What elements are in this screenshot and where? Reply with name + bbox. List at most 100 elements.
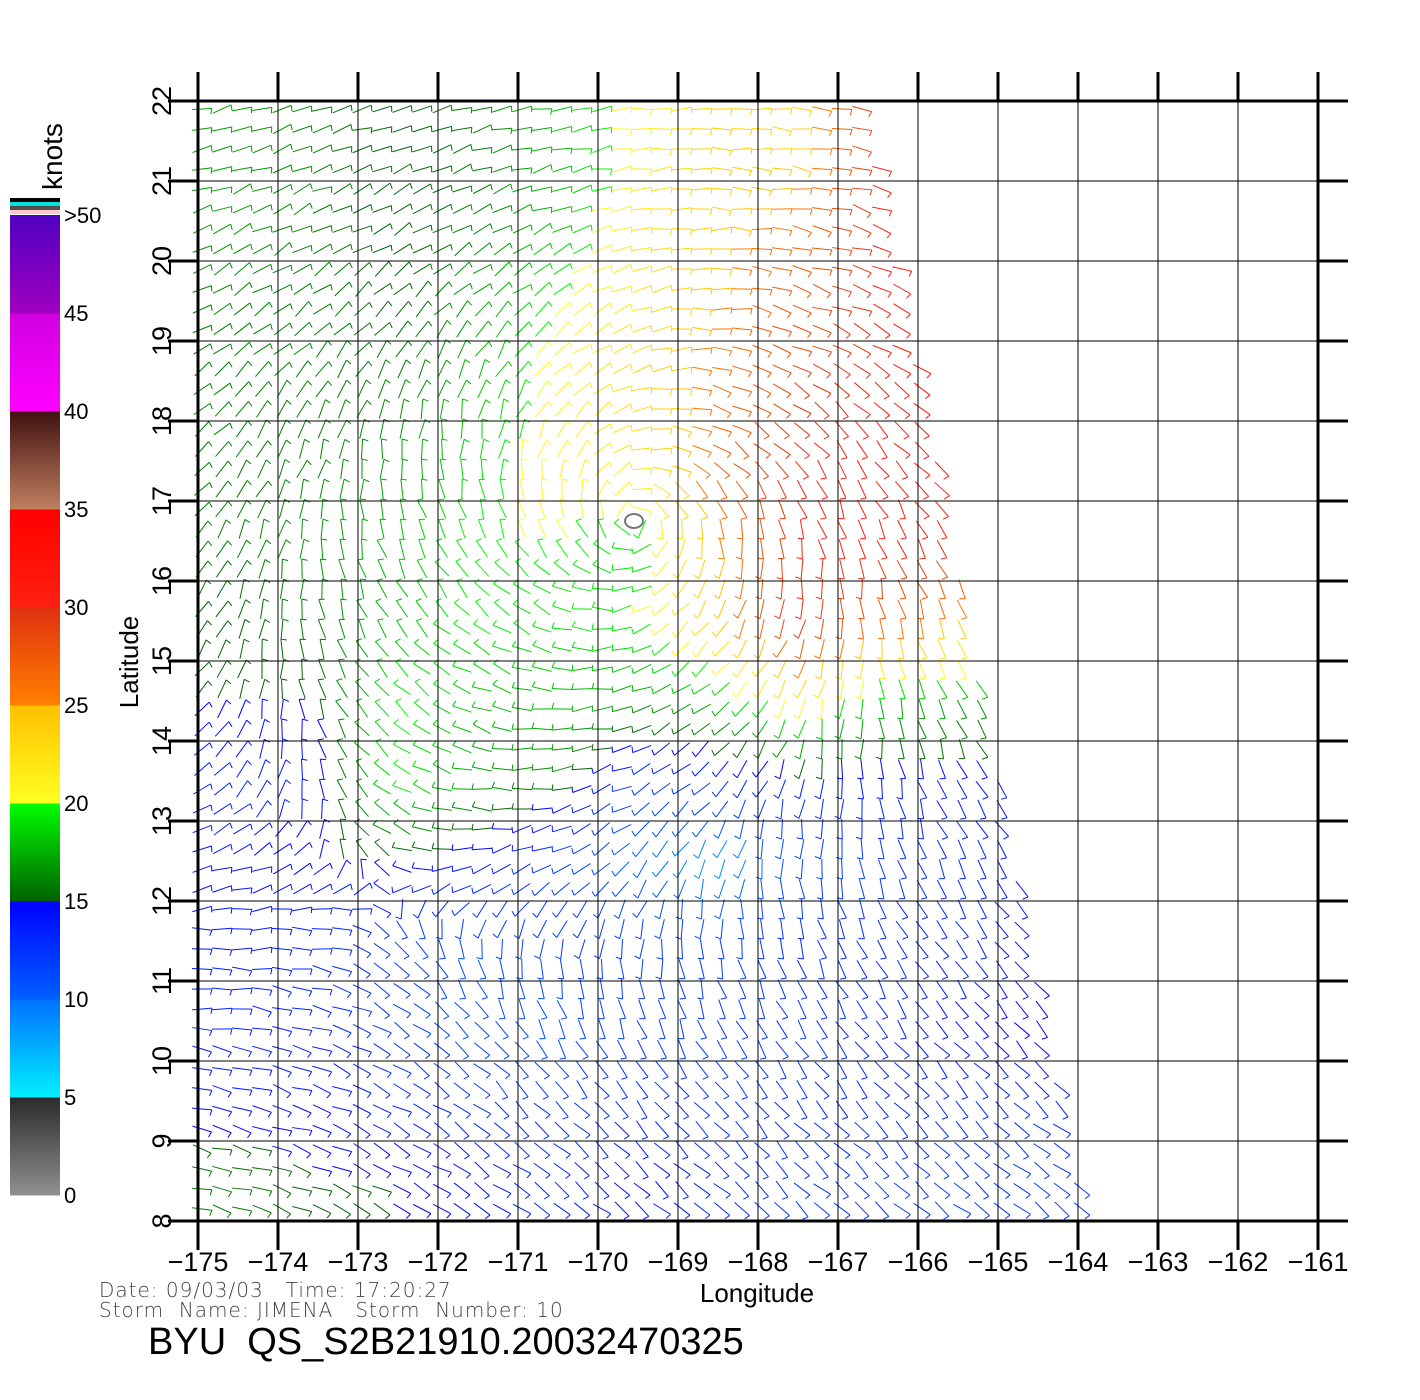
wind-barb-flag	[368, 1011, 373, 1018]
wind-barb-flag	[421, 458, 428, 461]
wind-barb	[476, 900, 488, 918]
wind-barb-flag	[542, 1096, 549, 1100]
wind-barb	[532, 644, 552, 654]
wind-barb-flag	[208, 701, 213, 708]
wind-barb	[640, 958, 644, 980]
wind-barb	[399, 399, 405, 419]
wind-barb-flag	[732, 752, 738, 758]
wind-barb-flag	[587, 400, 593, 407]
wind-barb	[255, 381, 269, 397]
wind-barb	[813, 1202, 831, 1216]
wind-barb-flag	[815, 736, 823, 740]
wind-barb	[976, 699, 988, 719]
wind-barb-flag	[683, 1095, 690, 1100]
wind-barb	[340, 519, 344, 539]
wind-barb-flag	[670, 108, 673, 115]
wind-barb-flag	[571, 581, 576, 588]
wind-barb-flag	[590, 344, 593, 351]
wind-barb	[258, 579, 266, 599]
wind-barb	[474, 1182, 490, 1196]
wind-barb	[1053, 1123, 1071, 1135]
colorbar-band	[10, 999, 60, 1098]
wind-barb	[319, 479, 325, 499]
wind-barb	[432, 203, 452, 215]
wind-barb	[392, 105, 412, 113]
wind-barb	[473, 623, 491, 635]
wind-barb	[612, 805, 632, 813]
wind-barb	[532, 146, 552, 152]
wind-barb	[852, 306, 872, 312]
wind-barb-flag	[464, 438, 470, 443]
wind-barb	[1033, 1143, 1051, 1155]
wind-barb	[893, 303, 911, 315]
wind-barb	[1073, 1182, 1091, 1196]
wind-barb-flag	[672, 573, 679, 579]
wind-barb	[472, 106, 492, 112]
wind-barb	[716, 979, 728, 999]
wind-barb	[193, 343, 211, 355]
wind-barb-flag	[920, 737, 927, 740]
wind-barb-flag	[210, 1007, 213, 1015]
wind-barb-flag	[882, 1056, 889, 1060]
wind-barb	[872, 344, 892, 354]
wind-barb	[678, 959, 686, 979]
wind-barb-flag	[454, 598, 460, 604]
wind-barb	[693, 1162, 711, 1176]
wind-barb	[398, 559, 406, 579]
wind-barb	[654, 801, 670, 817]
wind-barb	[879, 699, 885, 719]
wind-barb-flag	[807, 332, 812, 338]
wind-barb-flag	[450, 244, 453, 251]
wind-barb-flag	[346, 1053, 352, 1059]
wind-barb-flag	[433, 679, 439, 685]
wind-barb	[214, 361, 230, 377]
wind-barb	[332, 104, 352, 114]
wind-barb-flag	[551, 641, 556, 648]
colorbar-swatch	[10, 198, 60, 202]
wind-barb-flag	[731, 730, 736, 736]
wind-barb	[554, 401, 570, 417]
wind-barb-flag	[450, 105, 453, 112]
wind-barb	[975, 680, 989, 698]
wind-barb-flag	[483, 438, 490, 443]
wind-barb	[914, 421, 930, 437]
wind-barb-flag	[309, 1090, 313, 1097]
wind-barb-flag	[591, 891, 596, 897]
wind-barb	[434, 1081, 450, 1097]
wind-barb-flag	[548, 321, 553, 327]
wind-barb-flag	[781, 1036, 788, 1040]
wind-barb-flag	[729, 269, 733, 276]
wind-barb	[917, 839, 927, 859]
wind-barb	[652, 704, 672, 714]
wind-barb	[492, 726, 512, 732]
wind-barb-flag	[318, 618, 325, 621]
wind-barb	[393, 163, 411, 175]
wind-barb	[513, 583, 531, 595]
wind-barb	[800, 858, 804, 880]
wind-barb	[533, 1162, 551, 1176]
wind-barb	[661, 938, 663, 960]
wind-barb-flag	[727, 431, 732, 438]
wind-barb-flag	[899, 677, 906, 680]
wind-barb	[635, 1140, 649, 1158]
wind-barb-flag	[551, 744, 554, 751]
wind-barb-flag	[1044, 1194, 1051, 1200]
wind-barb	[860, 718, 864, 740]
wind-barb	[234, 262, 250, 276]
wind-barb	[534, 1121, 550, 1137]
wind-barb	[994, 941, 1010, 957]
wind-barb	[213, 762, 231, 776]
wind-barb-flag	[711, 631, 717, 638]
wind-barb	[878, 659, 886, 679]
wind-barb-flag	[405, 994, 411, 999]
wind-barb	[237, 539, 247, 559]
wind-barb	[552, 845, 572, 853]
wind-barb-flag	[346, 859, 352, 865]
wind-barb-flag	[508, 282, 513, 288]
wind-barb-flag	[505, 439, 511, 444]
wind-barb-flag	[571, 889, 575, 896]
wind-barb	[718, 999, 726, 1019]
wind-barb-flag	[602, 1056, 609, 1060]
wind-barb-flag	[247, 420, 252, 426]
wind-barb-flag	[361, 518, 369, 522]
